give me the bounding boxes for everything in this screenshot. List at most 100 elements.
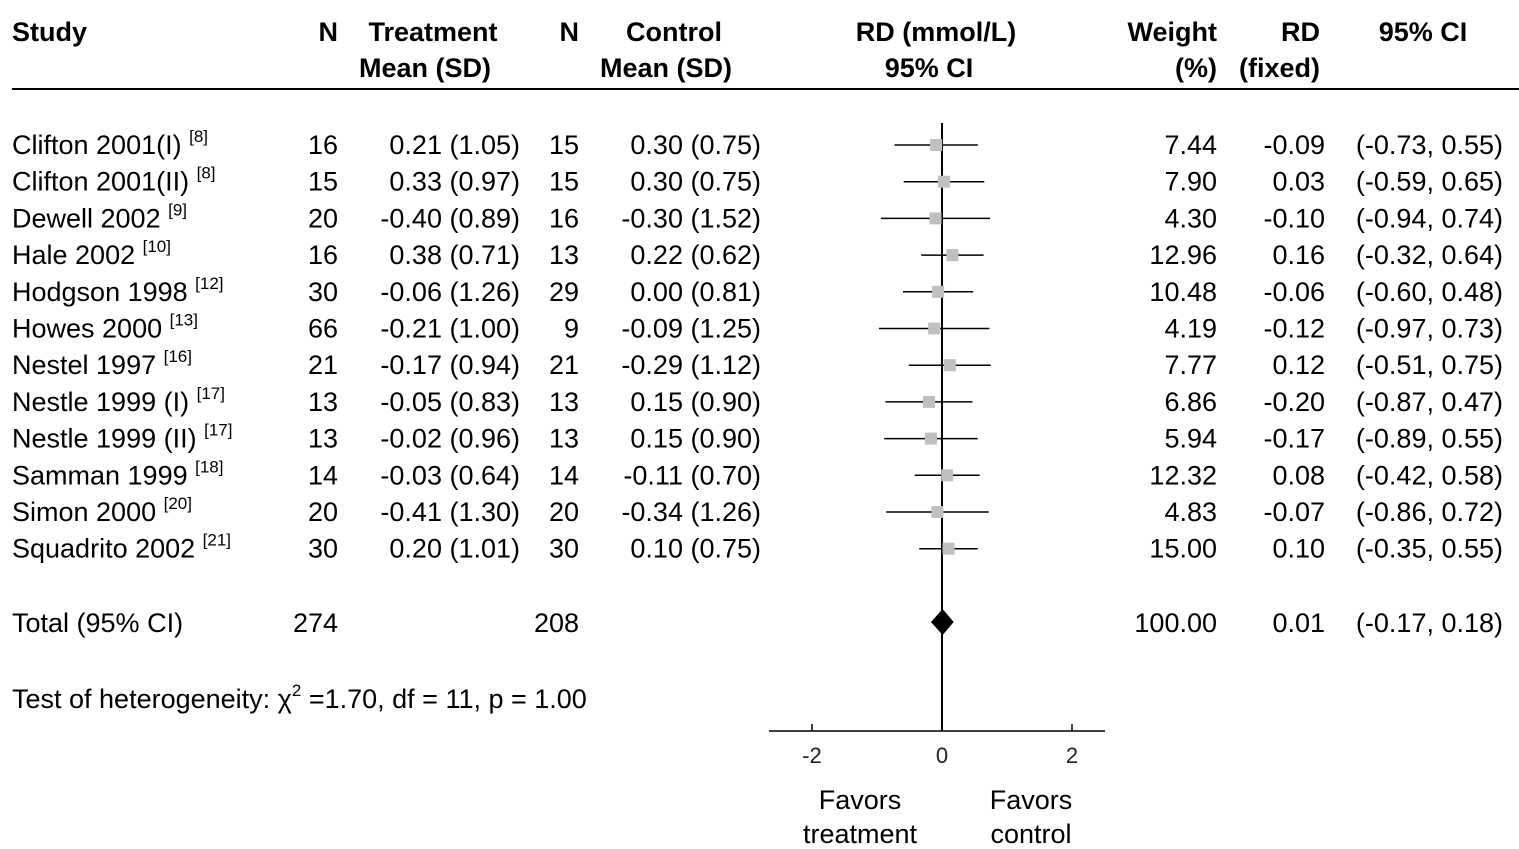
rd-value: -0.07: [1263, 497, 1325, 527]
header-n-treatment: N: [319, 17, 339, 47]
effect-square: [932, 285, 945, 298]
header-control-mean-sd: Mean (SD): [600, 53, 732, 83]
study-reference: [18]: [195, 457, 223, 476]
mean-sd-control: 0.15 (0.90): [630, 424, 761, 454]
ci-value: (-0.86, 0.72): [1356, 497, 1503, 527]
study-reference: [9]: [168, 200, 187, 219]
effect-square: [928, 322, 941, 335]
favors-right-line2: control: [990, 819, 1071, 849]
study-name: Nestel 1997 [16]: [12, 347, 192, 380]
rd-value: 0.12: [1272, 350, 1325, 380]
study-label: Clifton 2001(I): [12, 130, 189, 160]
study-name: Clifton 2001(II) [8]: [12, 164, 216, 197]
study-reference: [21]: [203, 531, 231, 550]
rd-value: -0.10: [1263, 203, 1325, 233]
n-control: 20: [549, 497, 579, 527]
ci-value: (-0.42, 0.58): [1356, 460, 1503, 490]
weight: 4.83: [1164, 497, 1217, 527]
n-treatment: 21: [308, 350, 338, 380]
rd-value: -0.17: [1263, 424, 1325, 454]
weight: 12.96: [1149, 240, 1217, 270]
study-name: Squadrito 2002 [21]: [12, 531, 231, 564]
rd-value: -0.12: [1263, 314, 1325, 344]
n-control: 13: [549, 424, 579, 454]
n-treatment: 66: [308, 314, 338, 344]
table-row: Hale 2002 [10] 16 0.38 (0.71) 13 0.22 (0.62)…: [12, 237, 1503, 270]
mean-sd-treatment: -0.17 (0.94): [380, 350, 520, 380]
n-treatment: 15: [308, 167, 338, 197]
ci-value: (-0.60, 0.48): [1356, 277, 1503, 307]
header-treatment: Treatment: [368, 17, 497, 47]
study-label: Nestle 1999 (II): [12, 424, 204, 454]
heterogeneity-chi: χ: [278, 684, 292, 714]
mean-sd-control: -0.34 (1.26): [621, 497, 761, 527]
n-treatment: 30: [308, 534, 338, 564]
study-name: Hale 2002 [10]: [12, 237, 171, 270]
mean-sd-control: 0.00 (0.81): [630, 277, 761, 307]
mean-sd-control: 0.22 (0.62): [630, 240, 761, 270]
table-row: Howes 2000 [13] 66 -0.21 (1.00) 9 -0.09 (1.2…: [12, 311, 1503, 344]
mean-sd-control: -0.29 (1.12): [621, 350, 761, 380]
mean-sd-control: -0.30 (1.52): [621, 203, 761, 233]
study-reference: [16]: [164, 347, 192, 366]
rd-value: 0.03: [1272, 167, 1325, 197]
rd-value: 0.10: [1272, 534, 1325, 564]
effect-square: [929, 212, 942, 225]
weight: 10.48: [1149, 277, 1217, 307]
header-weight: Weight: [1128, 17, 1218, 47]
header-rd-fixed: RD: [1281, 17, 1320, 47]
plot-area: -2 0 2: [769, 123, 1105, 768]
study-reference: [17]: [204, 421, 232, 440]
mean-sd-treatment: -0.06 (1.26): [380, 277, 520, 307]
table-row: Simon 2000 [20] 20 -0.41 (1.30) 20 -0.34 (1.…: [12, 494, 1503, 527]
mean-sd-control: 0.30 (0.75): [630, 167, 761, 197]
ci-value: (-0.35, 0.55): [1356, 534, 1503, 564]
n-control: 30: [549, 534, 579, 564]
weight: 12.32: [1149, 460, 1217, 490]
study-reference: [8]: [189, 127, 208, 146]
mean-sd-treatment: -0.05 (0.83): [380, 387, 520, 417]
table-row: Samman 1999 [18] 14 -0.03 (0.64) 14 -0.11 (0…: [12, 457, 1503, 490]
mean-sd-control: 0.10 (0.75): [630, 534, 761, 564]
mean-sd-treatment: -0.02 (0.96): [380, 424, 520, 454]
table-row: Hodgson 1998 [12] 30 -0.06 (1.26) 29 0.00 (0…: [12, 274, 1503, 307]
mean-sd-treatment: 0.33 (0.97): [389, 167, 520, 197]
study-label: Simon 2000: [12, 497, 164, 527]
favors-left-line2: treatment: [803, 819, 918, 849]
n-control: 13: [549, 240, 579, 270]
favors-right-line1: Favors: [990, 785, 1073, 815]
ci-value: (-0.73, 0.55): [1356, 130, 1503, 160]
x-tick-label: 2: [1066, 743, 1078, 768]
ci-value: (-0.94, 0.74): [1356, 203, 1503, 233]
weight: 15.00: [1149, 534, 1217, 564]
x-tick-label: 0: [936, 743, 948, 768]
study-rows: Clifton 2001(I) [8] 16 0.21 (1.05) 15 0.30 (…: [12, 127, 1503, 564]
ci-value: (-0.32, 0.64): [1356, 240, 1503, 270]
n-control: 13: [549, 387, 579, 417]
header-study: Study: [12, 17, 87, 47]
header-treatment-mean-sd: Mean (SD): [359, 53, 491, 83]
weight: 7.77: [1164, 350, 1217, 380]
mean-sd-control: 0.15 (0.90): [630, 387, 761, 417]
study-label: Nestle 1999 (I): [12, 387, 197, 417]
n-treatment: 20: [308, 203, 338, 233]
header-rd-ci: 95% CI: [885, 53, 974, 83]
effect-square: [942, 542, 955, 555]
weight: 4.19: [1164, 314, 1217, 344]
favors-left-line1: Favors: [819, 785, 902, 815]
mean-sd-treatment: 0.21 (1.05): [389, 130, 520, 160]
table-row: Nestle 1999 (I) [17] 13 -0.05 (0.83) 13 0.15…: [12, 384, 1503, 417]
total-weight: 100.00: [1134, 608, 1217, 638]
n-control: 29: [549, 277, 579, 307]
x-tick-label: -2: [802, 743, 822, 768]
header-ci: 95% CI: [1379, 17, 1468, 47]
weight: 7.44: [1164, 130, 1217, 160]
weight: 4.30: [1164, 203, 1217, 233]
n-control: 21: [549, 350, 579, 380]
study-reference: [17]: [197, 384, 225, 403]
total-ci: (-0.17, 0.18): [1356, 608, 1503, 638]
study-label: Hale 2002: [12, 240, 143, 270]
header-rd: RD (mmol/L): [856, 17, 1016, 47]
header-control: Control: [626, 17, 722, 47]
header-rd-fixed-sub: (fixed): [1239, 53, 1320, 83]
